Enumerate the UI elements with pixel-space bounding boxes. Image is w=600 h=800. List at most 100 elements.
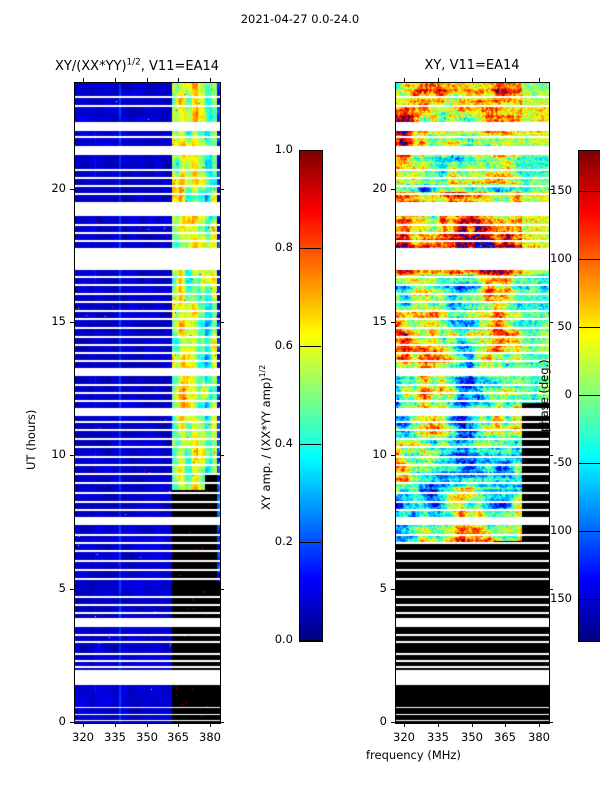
right-ytick-right-4 bbox=[549, 189, 553, 190]
phase-colorbar-tick-label-6: 150 bbox=[550, 183, 572, 197]
right-panel-title: XY, V11=EA14 bbox=[375, 58, 569, 73]
right-ytick-label-2: 10 bbox=[372, 447, 387, 461]
left-xtick-1 bbox=[115, 723, 116, 727]
phase-colorbar-tick-label-1: -100 bbox=[545, 523, 572, 537]
right-xtick-label-2: 350 bbox=[461, 730, 483, 744]
right-xtick-top-0 bbox=[404, 78, 405, 82]
right-xtick-2 bbox=[472, 723, 473, 727]
left-xtick-2 bbox=[147, 723, 148, 727]
phase-colorbar-tick-label-3: 0 bbox=[564, 387, 572, 401]
amplitude-colorbar-tick-4 bbox=[299, 248, 321, 249]
amplitude-colorbar-tick-2 bbox=[299, 444, 321, 445]
right-ytick-right-0 bbox=[549, 722, 553, 723]
amplitude-colorbar-tick-label-4: 0.8 bbox=[274, 240, 293, 254]
right-xtick-1 bbox=[438, 723, 439, 727]
left-ytick-right-3 bbox=[220, 322, 224, 323]
amplitude-colorbar-gradient bbox=[300, 151, 322, 641]
amplitude-colorbar-tick-label-1: 0.2 bbox=[274, 534, 293, 548]
phase-colorbar-tick-1 bbox=[578, 531, 600, 532]
left-xtick-top-4 bbox=[210, 78, 211, 82]
phase-colorbar-tick-0 bbox=[578, 599, 600, 600]
right-xtick-3 bbox=[505, 723, 506, 727]
amplitude-colorbar-tick-label-3: 0.6 bbox=[274, 338, 293, 352]
phase-colorbar-tick-label-5: 100 bbox=[550, 251, 572, 265]
left-xtick-label-4: 380 bbox=[199, 730, 221, 744]
phase-colorbar-tick-label-4: 50 bbox=[557, 319, 572, 333]
left-ytick-label-1: 5 bbox=[58, 581, 66, 595]
left-ytick-0 bbox=[70, 722, 74, 723]
right-xtick-label-0: 320 bbox=[393, 730, 415, 744]
amplitude-colorbar-tick-label-2: 0.4 bbox=[274, 436, 293, 450]
left-xtick-label-3: 365 bbox=[167, 730, 189, 744]
right-xtick-top-3 bbox=[505, 78, 506, 82]
right-ytick-right-3 bbox=[549, 322, 553, 323]
amplitude-colorbar-tick-label-5: 1.0 bbox=[274, 142, 293, 156]
right-xtick-label-1: 335 bbox=[427, 730, 449, 744]
right-panel-title-text: XY, V11=EA14 bbox=[424, 58, 520, 73]
left-ytick-right-0 bbox=[220, 722, 224, 723]
left-ytick-label-0: 0 bbox=[58, 714, 66, 728]
amplitude-heatmap-canvas bbox=[75, 83, 220, 723]
left-ytick-right-2 bbox=[220, 455, 224, 456]
left-xtick-top-3 bbox=[178, 78, 179, 82]
left-ytick-right-1 bbox=[220, 589, 224, 590]
right-ytick-right-1 bbox=[549, 589, 553, 590]
amplitude-colorbar-tick-3 bbox=[299, 346, 321, 347]
shared-x-axis-label: frequency (MHz) bbox=[366, 748, 461, 762]
right-xtick-0 bbox=[404, 723, 405, 727]
phase-colorbar-gradient bbox=[579, 151, 600, 641]
phase-colorbar-tick-3 bbox=[578, 395, 600, 396]
amplitude-colorbar-tick-label-0: 0.0 bbox=[274, 632, 293, 646]
left-ytick-2 bbox=[70, 455, 74, 456]
phase-colorbar-tick-6 bbox=[578, 191, 600, 192]
left-panel-title-text: XY/(XX*YY)1/2, V11=EA14 bbox=[54, 58, 220, 75]
left-xtick-3 bbox=[178, 723, 179, 727]
phase-colorbar-tick-4 bbox=[578, 327, 600, 328]
amplitude-colorbar[interactable] bbox=[299, 150, 323, 642]
right-ytick-0 bbox=[391, 722, 395, 723]
phase-colorbar[interactable] bbox=[578, 150, 600, 642]
left-xtick-0 bbox=[83, 723, 84, 727]
figure-suptitle: 2021-04-27 0.0-24.0 bbox=[240, 12, 360, 26]
left-xtick-label-2: 350 bbox=[136, 730, 158, 744]
left-ytick-4 bbox=[70, 189, 74, 190]
amplitude-colorbar-tick-0 bbox=[299, 640, 321, 641]
left-xtick-top-0 bbox=[83, 78, 84, 82]
left-ytick-label-4: 20 bbox=[51, 181, 66, 195]
left-xtick-label-0: 320 bbox=[72, 730, 94, 744]
left-panel-title: XY/(XX*YY)1/2, V11=EA14 bbox=[14, 58, 260, 74]
phase-colorbar-tick-label-0: -150 bbox=[545, 591, 572, 605]
right-xtick-top-1 bbox=[438, 78, 439, 82]
amplitude-colorbar-tick-5 bbox=[299, 150, 321, 151]
phase-heatmap-canvas bbox=[396, 83, 549, 723]
right-ytick-label-4: 20 bbox=[372, 181, 387, 195]
left-xtick-top-1 bbox=[115, 78, 116, 82]
phase-colorbar-tick-label-2: -50 bbox=[553, 455, 572, 469]
right-ytick-1 bbox=[391, 589, 395, 590]
right-ytick-label-1: 5 bbox=[379, 581, 387, 595]
left-ytick-label-2: 10 bbox=[51, 447, 66, 461]
left-ytick-label-3: 15 bbox=[51, 314, 66, 328]
left-ytick-right-4 bbox=[220, 189, 224, 190]
right-ytick-2 bbox=[391, 455, 395, 456]
right-xtick-label-4: 380 bbox=[528, 730, 550, 744]
left-ytick-3 bbox=[70, 322, 74, 323]
left-ytick-1 bbox=[70, 589, 74, 590]
left-xtick-4 bbox=[210, 723, 211, 727]
phase-colorbar-tick-5 bbox=[578, 259, 600, 260]
phase-heatmap-axes[interactable] bbox=[395, 82, 550, 724]
amplitude-heatmap-axes[interactable] bbox=[74, 82, 221, 724]
left-xtick-top-2 bbox=[147, 78, 148, 82]
right-xtick-top-2 bbox=[472, 78, 473, 82]
right-ytick-right-2 bbox=[549, 455, 553, 456]
right-ytick-4 bbox=[391, 189, 395, 190]
right-xtick-top-4 bbox=[539, 78, 540, 82]
right-ytick-label-3: 15 bbox=[372, 314, 387, 328]
right-xtick-label-3: 365 bbox=[494, 730, 516, 744]
phase-colorbar-tick-2 bbox=[578, 463, 600, 464]
right-ytick-label-0: 0 bbox=[379, 714, 387, 728]
right-ytick-3 bbox=[391, 322, 395, 323]
amplitude-colorbar-tick-1 bbox=[299, 542, 321, 543]
right-xtick-4 bbox=[539, 723, 540, 727]
left-xtick-label-1: 335 bbox=[104, 730, 126, 744]
